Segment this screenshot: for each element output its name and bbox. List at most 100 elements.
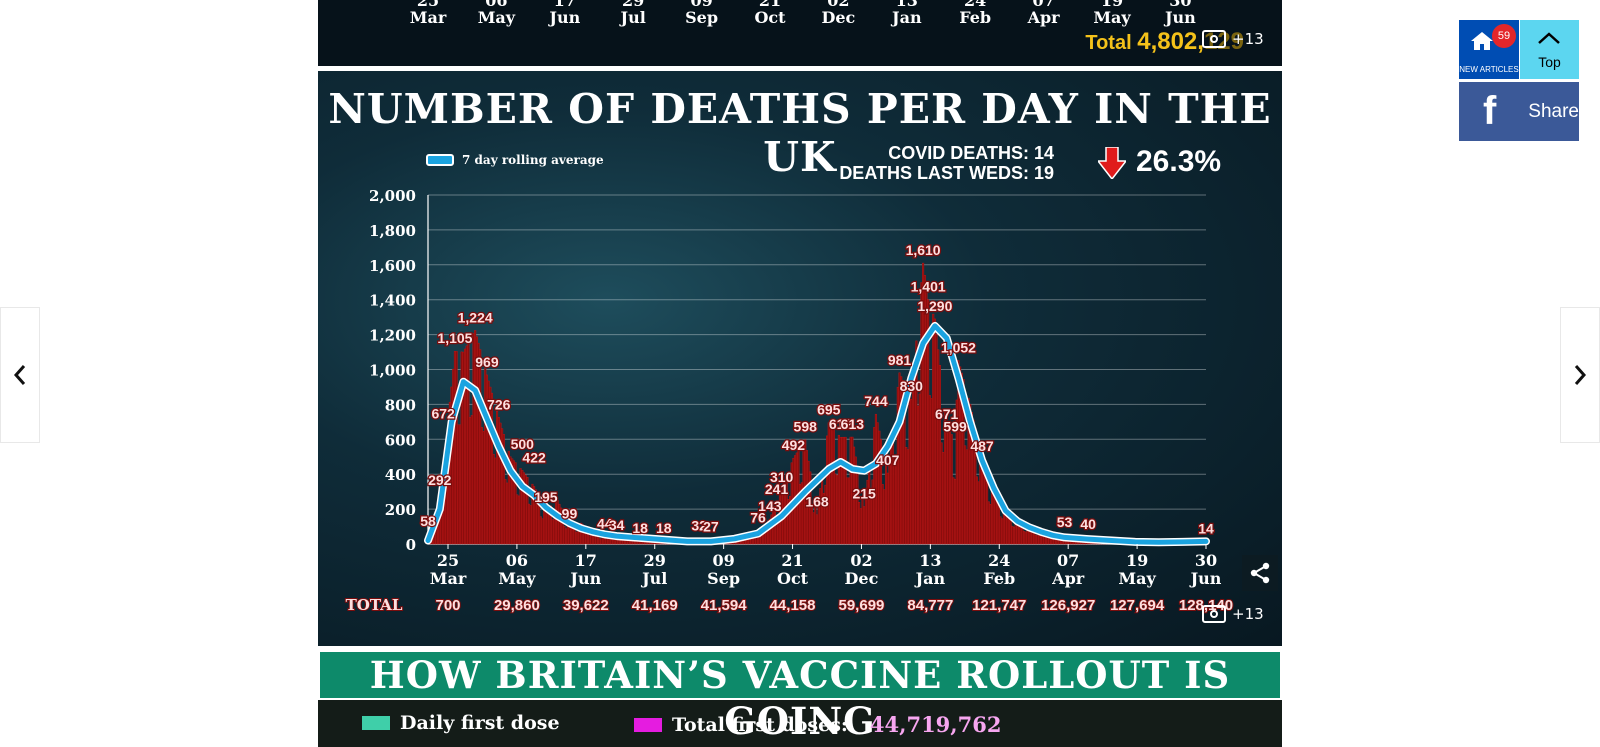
share-icon-button[interactable] [1242,555,1278,591]
next-arrow-button[interactable] [1560,307,1600,443]
daily-deaths-bar [925,287,928,545]
daily-deaths-bar [635,541,638,545]
facebook-icon: f [1483,89,1497,133]
data-label: 726 [487,396,511,412]
daily-deaths-bar [930,398,933,545]
total-row-label: TOTAL [346,596,403,614]
total-first-doses-label: Total first doses: [672,713,848,736]
data-label: 744 [864,393,888,409]
data-label: 500 [511,436,535,452]
daily-deaths-bar [874,413,877,545]
home-icon [1471,32,1493,50]
daily-deaths-bar [506,482,509,545]
daily-deaths-bar [964,445,967,545]
daily-deaths-bar [527,503,531,545]
back-to-top-button[interactable]: Top [1520,20,1579,79]
data-label: 672 [431,406,455,422]
previous-x-tick: 29 Jul [603,0,663,26]
data-label: 487 [970,438,994,454]
daily-deaths-bar [935,334,938,545]
daily-deaths-bar [858,502,861,545]
gallery-button[interactable]: +13 [1202,605,1264,623]
daily-deaths-bar [826,435,829,545]
previous-x-tick: 06 May [466,0,526,26]
daily-deaths-bar [861,496,864,545]
data-label: 1,401 [911,279,946,295]
daily-deaths-bar [885,464,888,545]
x-tick-total: 84,777 [907,597,953,614]
daily-deaths-bar [920,282,923,545]
share-nodes-icon [1250,562,1270,584]
daily-deaths-bar [553,518,556,545]
data-label: 310 [770,469,794,485]
daily-deaths-bar [863,506,866,545]
chevron-right-icon [1574,365,1587,385]
previous-x-tick: 09 Sep [672,0,732,26]
daily-deaths-bar [888,458,891,545]
daily-deaths-bar [844,436,847,545]
y-tick-label: 1,600 [369,257,416,275]
previous-arrow-button[interactable] [0,307,40,443]
daily-deaths-bar [846,477,849,545]
daily-deaths-bar [932,313,935,545]
vaccine-rollout-panel: HOW BRITAIN’S VACCINE ROLLOUT IS GOING D… [318,650,1282,747]
previous-x-tick: 19 May [1082,0,1142,26]
daily-deaths-bar [911,379,915,545]
daily-deaths-bar [480,427,483,545]
daily-deaths-bar [876,422,879,545]
daily-deaths-bar [831,426,834,545]
daily-deaths-bar [479,349,482,545]
legend-swatch-daily-first-dose [362,716,390,730]
previous-chart-strip: 25 Mar 06 May 17 Jun 29 Jul 09 Sep 21 Oct 02 Dec 13 Jan… [318,0,1282,66]
x-tick-total: 121,747 [972,597,1026,614]
deaths-chart: 0 200 400 600 800 1,000 1,200 1,400 1,600 1,800 2,… [345,187,1235,615]
daily-deaths-bar [1034,534,1037,545]
data-label: 599 [943,418,967,434]
daily-deaths-bar [465,345,468,545]
data-label: 34 [609,517,625,533]
daily-deaths-bar [1024,531,1027,545]
vaccine-title-bar: HOW BRITAIN’S VACCINE ROLLOUT IS GOING [318,650,1282,743]
data-label: 168 [805,494,829,510]
daily-deaths-bar [467,342,470,545]
previous-x-tick-month: Oct [754,8,786,27]
daily-deaths-bar [881,484,884,545]
y-tick-label: 1,400 [369,292,416,310]
previous-x-tick: 17 Jun [535,0,595,26]
daily-deaths-bar [504,479,507,545]
total-first-doses-value: 44,719,762 [869,712,1002,737]
x-tick-month: Sep [707,569,740,588]
daily-deaths-bar [905,447,908,545]
y-tick-label: 2,000 [369,187,416,205]
previous-x-tick-month: Jan [892,8,922,27]
daily-deaths-bar [586,534,590,545]
daily-deaths-bar [470,415,473,545]
new-articles-button[interactable]: 59 NEW ARTICLES [1459,20,1519,79]
previous-x-tick-month: Jun [1164,8,1196,27]
daily-deaths-bar [923,275,926,545]
data-label: 969 [475,354,499,370]
daily-deaths-bar [588,535,591,545]
daily-deaths-bar [814,503,817,545]
legend-label-rolling-average: 7 day rolling average [462,153,604,167]
x-tick-month: Dec [845,569,879,588]
data-label: 53 [1057,514,1073,530]
gallery-button-top[interactable]: +13 [1202,30,1264,48]
data-label: 143 [758,498,782,514]
daily-deaths-bar [484,368,487,545]
daily-deaths-bar [598,538,601,545]
previous-x-tick-month: Apr [1027,8,1060,27]
previous-x-tick-day: 30 [1169,0,1192,10]
x-tick-month: May [498,569,536,588]
previous-x-tick: 25 Mar [398,0,458,26]
chevron-up-icon [1538,32,1560,44]
previous-x-tick-month: Jul [620,8,646,27]
facebook-share-button[interactable]: f Share [1459,82,1579,141]
daily-first-dose-label: Daily first dose [400,712,560,734]
daily-deaths-bar [947,429,950,545]
daily-deaths-bar [916,405,920,545]
previous-x-tick: 07 Apr [1014,0,1074,26]
daily-deaths-bar [815,514,819,545]
daily-deaths-bar [933,318,936,545]
x-tick-month: Apr [1051,569,1085,588]
